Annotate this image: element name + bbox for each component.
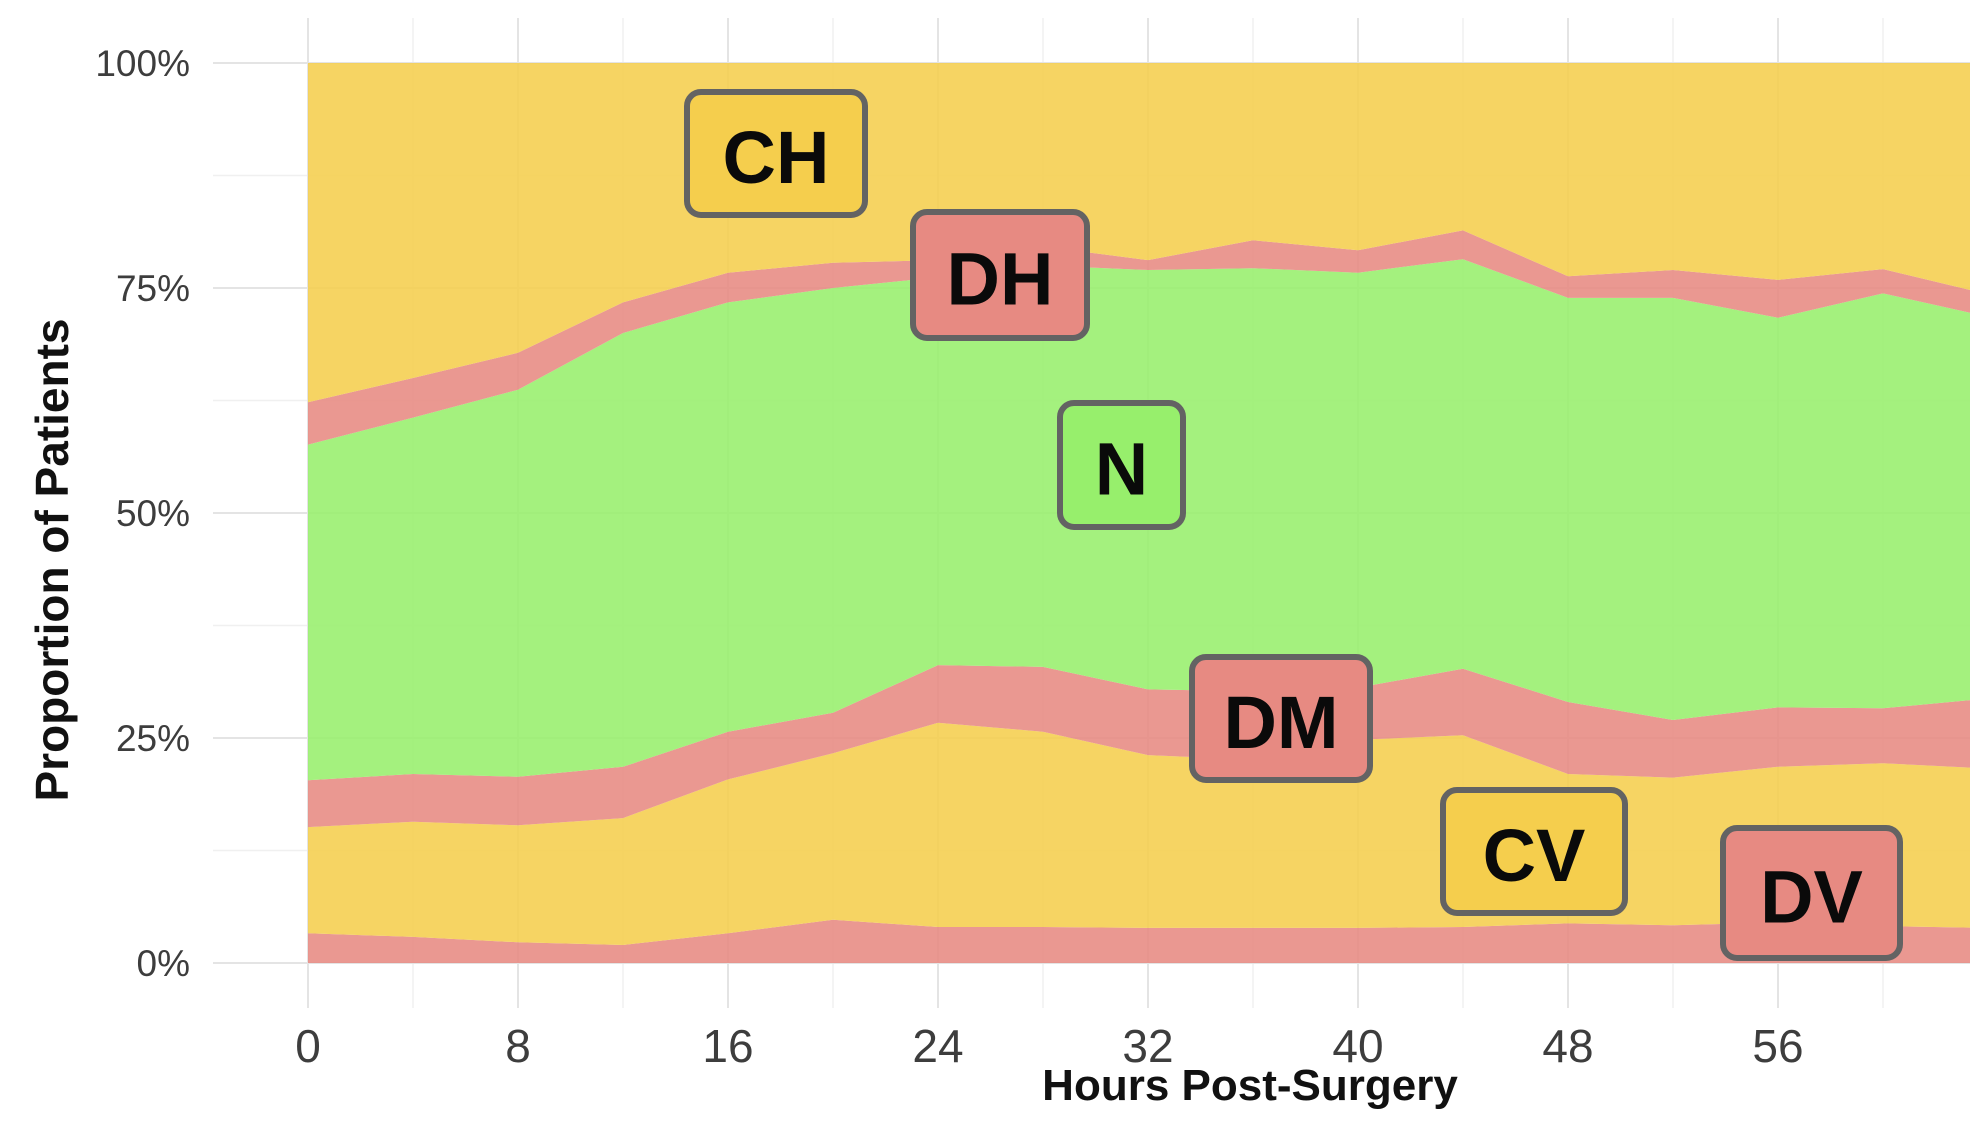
label-badge-text-N: N <box>1095 428 1148 511</box>
label-badge-box-N <box>1057 400 1186 530</box>
label-badge-box-CH <box>684 89 868 218</box>
label-badge-CV: CV <box>1440 787 1628 916</box>
y-tick-label-25%: 25% <box>116 718 190 759</box>
x-axis-title: Hours Post-Surgery <box>1042 1061 1458 1110</box>
label-badge-text-DM: DM <box>1223 681 1338 764</box>
label-badge-box-DH <box>910 209 1090 341</box>
y-tick-label-0%: 0% <box>137 943 190 984</box>
axes: Hours Post-Surgery Proportion of Patient… <box>26 43 1804 1110</box>
x-tick-label-56: 56 <box>1752 1020 1803 1072</box>
x-tick-label-8: 8 <box>505 1020 531 1072</box>
y-tick-label-75%: 75% <box>116 268 190 309</box>
label-badge-DM: DM <box>1189 654 1373 783</box>
y-axis-title: Proportion of Patients <box>26 319 78 802</box>
label-badge-box-DV <box>1720 825 1903 961</box>
x-tick-label-40: 40 <box>1332 1020 1383 1072</box>
label-badge-text-DH: DH <box>947 238 1054 321</box>
x-tick-label-32: 32 <box>1122 1020 1173 1072</box>
x-tick-label-48: 48 <box>1542 1020 1593 1072</box>
area-DM <box>308 665 1970 828</box>
y-tick-label-100%: 100% <box>95 43 190 84</box>
label-badge-text-CV: CV <box>1483 814 1586 897</box>
label-badge-box-CV <box>1440 787 1628 916</box>
x-tick-label-16: 16 <box>702 1020 753 1072</box>
label-badge-N: N <box>1057 400 1186 530</box>
x-tick-label-24: 24 <box>912 1020 963 1072</box>
x-tick-label-0: 0 <box>295 1020 321 1072</box>
label-badge-text-DV: DV <box>1760 856 1863 939</box>
label-badge-box-DM <box>1189 654 1373 783</box>
label-badge-text-CH: CH <box>723 116 830 199</box>
y-tick-label-50%: 50% <box>116 493 190 534</box>
label-badge-CH: CH <box>684 89 868 218</box>
y-axis-tick-labels: 0% 25% 50% 75% 100% <box>95 43 190 984</box>
label-badge-DH: DH <box>910 209 1090 341</box>
area-DH <box>308 230 1970 445</box>
label-badge-DV: DV <box>1720 825 1903 961</box>
area-DV <box>308 919 1970 963</box>
series-label-badges: CH DH N DM CV DV <box>684 89 1903 961</box>
x-axis-tick-labels: 0 8 16 24 32 40 48 56 <box>295 1020 1803 1072</box>
